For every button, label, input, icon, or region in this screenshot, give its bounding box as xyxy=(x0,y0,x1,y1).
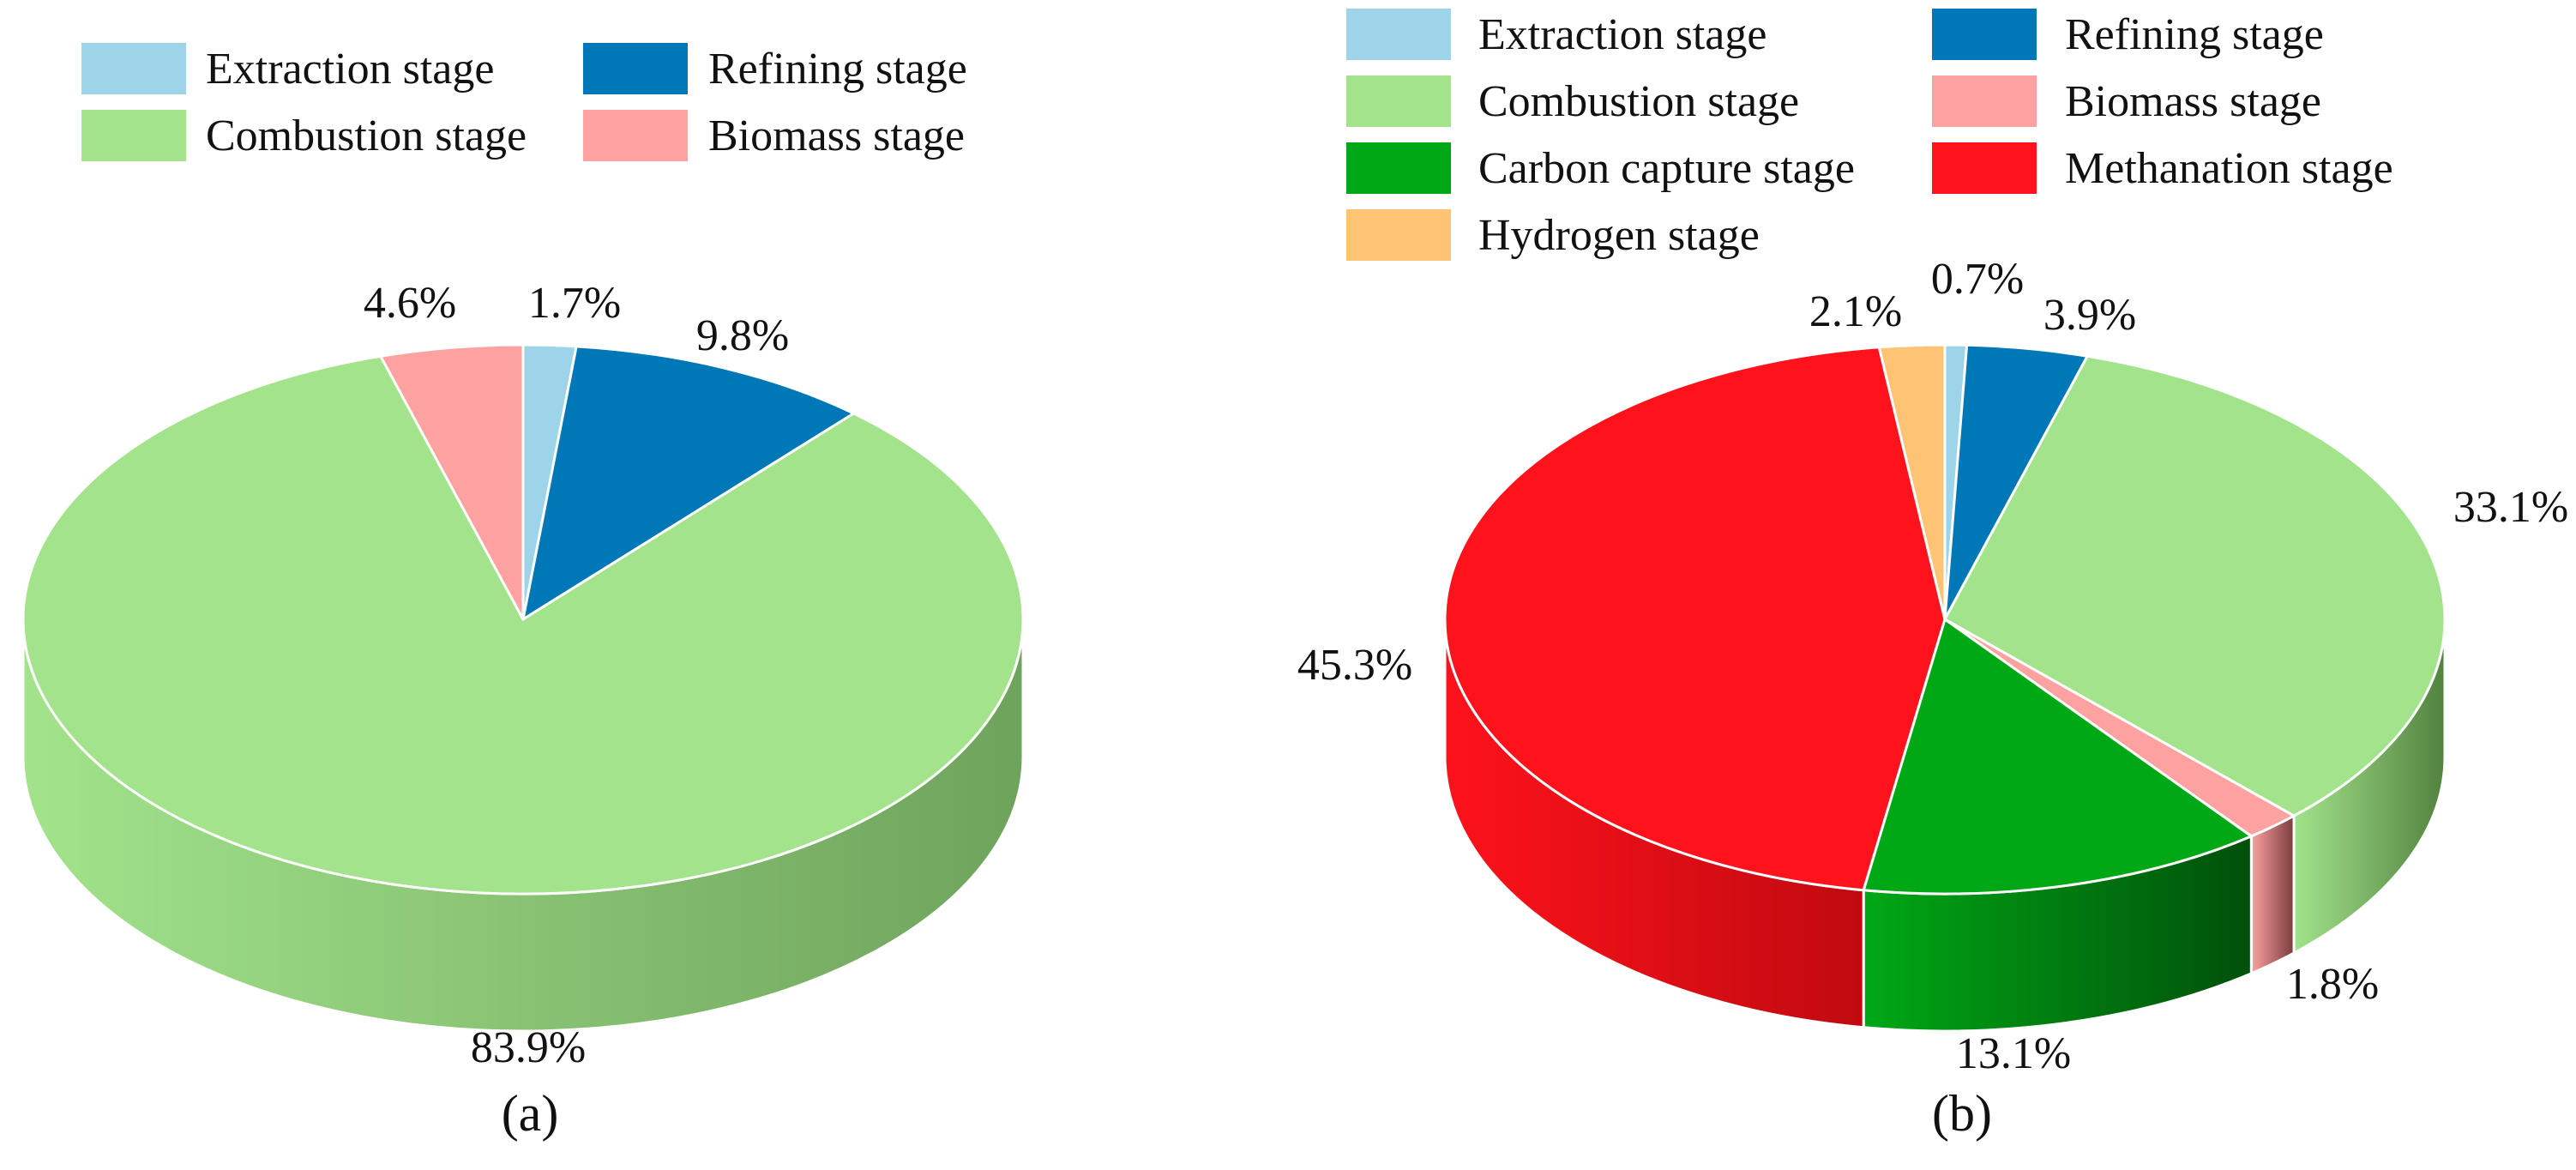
legend-label-combustion-stage: Combustion stage xyxy=(206,112,527,160)
legend-label-extraction-stage: Extraction stage xyxy=(1478,10,1766,59)
legend-swatch-biomass-stage xyxy=(583,110,688,161)
legend-swatch-combustion-stage xyxy=(81,110,186,161)
data-label-combustion-stage: 33.1% xyxy=(2453,483,2568,532)
legend-label-carbon-capture-stage: Carbon capture stage xyxy=(1478,144,1855,193)
legend-swatch-refining-stage xyxy=(1932,9,2037,60)
chart-caption: (a) xyxy=(502,1085,559,1142)
legend-label-hydrogen-stage: Hydrogen stage xyxy=(1478,211,1760,260)
legend-swatch-hydrogen-stage xyxy=(1346,209,1451,261)
data-label-refining-stage: 9.8% xyxy=(696,311,789,360)
legend-swatch-combustion-stage xyxy=(1346,75,1451,127)
pie-chart-a: 1.7% 9.8% 83.9% 4.6% Extraction stage Refinin… xyxy=(21,43,1025,1142)
pie-side-biomass-stage xyxy=(2249,813,2296,976)
legend-label-methanation-stage: Methanation stage xyxy=(2065,144,2393,193)
pie-slice-hydrogen-stage xyxy=(1877,343,1947,620)
legend-swatch-extraction-stage xyxy=(1346,9,1451,60)
data-label-carbon-capture-stage: 13.1% xyxy=(1956,1029,2071,1078)
pie-slice-carbon-capture-stage xyxy=(1862,617,2254,896)
legend-swatch-carbon-capture-stage xyxy=(1346,142,1451,194)
pie-chart-b: 0.7% 3.9% 33.1% 1.8% 13.1% 45.3% 2.1% Extractio… xyxy=(1297,9,2568,1142)
pie-slice-refining-stage xyxy=(521,345,857,623)
legend-label-extraction-stage: Extraction stage xyxy=(206,45,494,93)
data-label-hydrogen-stage: 2.1% xyxy=(1809,287,1902,336)
data-label-biomass-stage: 1.8% xyxy=(2286,960,2379,1009)
legend-label-refining-stage: Refining stage xyxy=(2065,10,2324,59)
legend-label-biomass-stage: Biomass stage xyxy=(708,112,965,160)
legend-swatch-biomass-stage xyxy=(1932,75,2037,127)
data-label-extraction-stage: 1.7% xyxy=(528,279,621,328)
data-label-combustion-stage: 83.9% xyxy=(471,1023,586,1072)
data-label-refining-stage: 3.9% xyxy=(2043,291,2136,340)
legend-swatch-methanation-stage xyxy=(1932,142,2037,194)
pie-slice-combustion-stage xyxy=(21,354,1025,896)
data-label-methanation-stage: 45.3% xyxy=(1297,641,1412,690)
legend-label-biomass-stage: Biomass stage xyxy=(2065,77,2321,126)
chart-caption: (b) xyxy=(1932,1085,1992,1142)
legend-swatch-refining-stage xyxy=(583,43,688,94)
legend-swatch-extraction-stage xyxy=(81,43,186,94)
pie-slice-methanation-stage xyxy=(1443,346,1947,892)
data-label-extraction-stage: 0.7% xyxy=(1931,255,2024,304)
pie-slice-biomass-stage xyxy=(378,343,525,620)
legend-label-refining-stage: Refining stage xyxy=(708,45,967,93)
legend-label-combustion-stage: Combustion stage xyxy=(1478,77,1799,126)
pie-slice-combustion-stage xyxy=(1942,354,2447,817)
data-label-biomass-stage: 4.6% xyxy=(364,279,456,328)
